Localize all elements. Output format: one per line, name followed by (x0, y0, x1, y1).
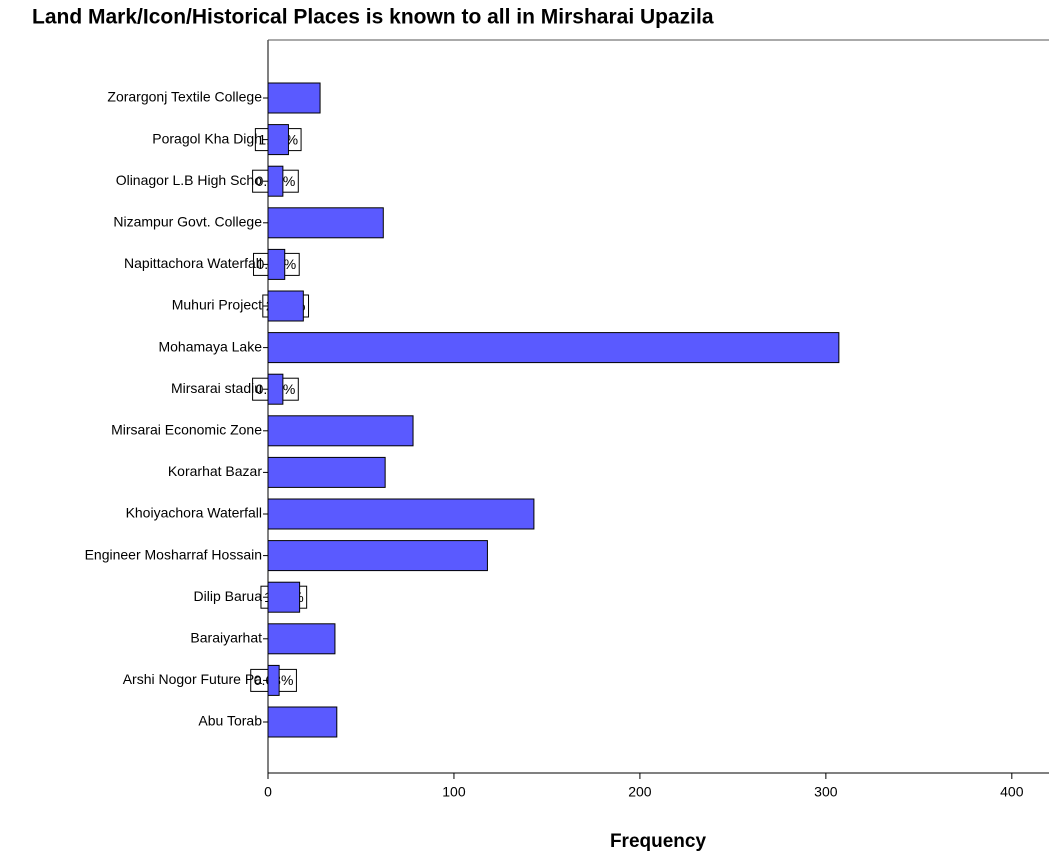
y-tick-label: Olinagor L.B High Scho (116, 172, 263, 188)
y-tick-label: Dilip Barua (194, 588, 263, 604)
bar (267, 373, 284, 405)
y-tick-label: Baraiyarhat (190, 630, 262, 646)
y-tick-label: Nizampur Govt. College (113, 214, 262, 230)
bar (267, 82, 321, 114)
y-tick-label: Napittachora Waterfall (124, 255, 262, 271)
bar (267, 332, 840, 364)
bar (267, 623, 336, 655)
y-tick-label: Muhuri Project (172, 297, 262, 313)
y-tick-label: Arshi Nogor Future Pa (123, 671, 262, 687)
bar (267, 664, 280, 696)
y-tick-label: Mirsarai Economic Zone (111, 422, 262, 438)
y-tick-label: Poragol Kha Digh (152, 130, 262, 146)
bar (267, 165, 284, 197)
x-tick-label: 100 (442, 784, 466, 800)
x-tick-label: 300 (814, 784, 838, 800)
bar (267, 706, 338, 738)
bar (267, 540, 488, 572)
y-tick-label: Khoiyachora Waterfall (126, 505, 262, 521)
bar (267, 415, 414, 447)
x-tick-label: 0 (264, 784, 272, 800)
x-tick-label: 400 (1000, 784, 1024, 800)
x-axis-label: Frequency (610, 831, 707, 852)
y-tick-label: Korarhat Bazar (168, 463, 262, 479)
bar (267, 124, 289, 156)
y-tick-label: Zorargonj Textile College (107, 89, 262, 105)
bar (267, 290, 304, 322)
chart-title: Land Mark/Icon/Historical Places is know… (32, 6, 714, 29)
bar (267, 581, 301, 613)
bar (267, 498, 535, 530)
bar (267, 456, 386, 488)
x-tick-label: 200 (628, 784, 652, 800)
y-tick-label: Mirsarai stadiu (171, 380, 262, 396)
y-tick-label: Abu Torab (198, 713, 262, 729)
bar (267, 207, 384, 239)
y-tick-label: Mohamaya Lake (158, 338, 262, 354)
bar (267, 248, 286, 280)
y-tick-label: Engineer Mosharraf Hossain (85, 546, 262, 562)
